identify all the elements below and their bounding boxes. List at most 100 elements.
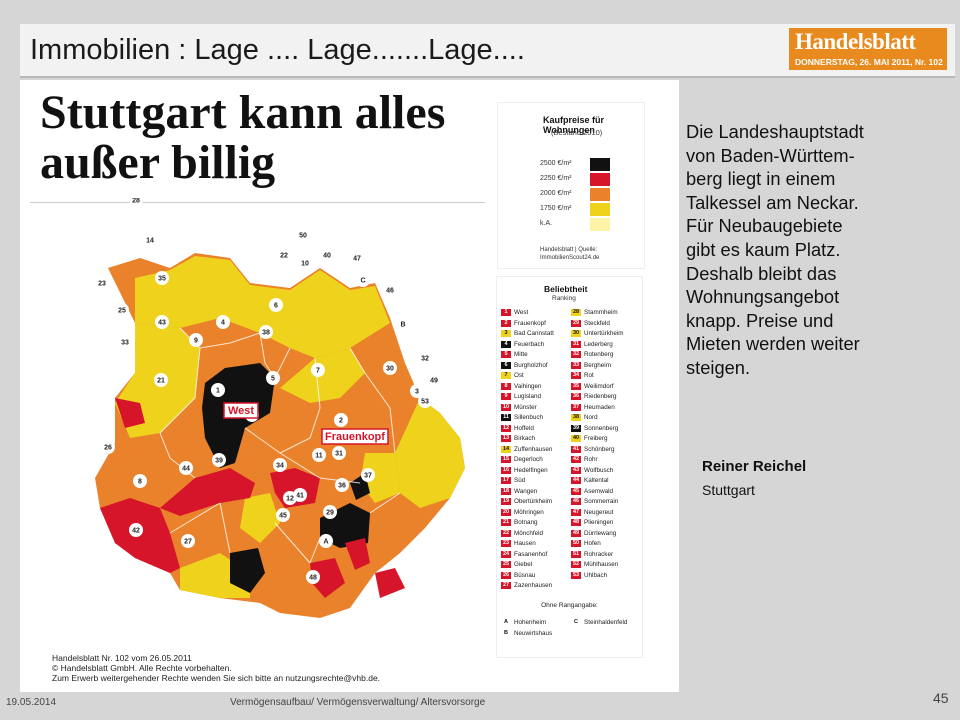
ranking-number: 4 <box>501 340 511 348</box>
ranking-row: 26 Büsnau <box>501 571 535 580</box>
ranking-district: Riedenberg <box>584 393 617 400</box>
ranking-row: 14 Zuffenhausen <box>501 445 552 454</box>
ranking-row: A Hohenheim <box>501 619 546 627</box>
article-image: Stuttgart kann alles außer billig Kaufpr… <box>20 80 679 692</box>
logo-name: Handelsblatt <box>795 29 916 54</box>
legend-level-label: 2000 €/m² <box>540 190 572 197</box>
ranking-district: Kaltental <box>584 477 609 484</box>
ranking-number: 7 <box>501 372 511 379</box>
ranking-district: Feuerbach <box>514 340 545 348</box>
district-number-marker <box>189 333 203 347</box>
ranking-district: Burgholzhof <box>514 361 548 369</box>
ranking-number: 30 <box>571 330 581 337</box>
ranking-row: 33 Bergheim <box>571 361 611 370</box>
district-number: 50 <box>299 233 307 240</box>
district-number: 43 <box>158 320 166 327</box>
district-number: 5 <box>271 376 275 383</box>
ranking-number: 9 <box>501 393 511 400</box>
district-number-marker <box>350 251 364 265</box>
ranking-row: 5 Mitte <box>501 351 528 359</box>
ranking-number: 34 <box>571 372 581 379</box>
district-number-marker <box>216 315 230 329</box>
ranking-district: Plieningen <box>584 519 614 526</box>
ranking-district: Zazenhausen <box>514 582 553 589</box>
ranking-row: 9 Lugisland <box>501 393 541 401</box>
ranking-district: Ost <box>514 372 524 379</box>
district-number: 42 <box>132 528 140 535</box>
ranking-title: Beliebtheit <box>544 284 588 294</box>
ranking-row: 48 Plieningen <box>571 519 613 527</box>
district-area <box>230 548 265 593</box>
district-area <box>115 398 145 428</box>
district-number: A <box>323 539 328 546</box>
district-area <box>270 468 320 508</box>
ranking-district: Heumaden <box>584 403 615 411</box>
ranking-number: 38 <box>571 414 581 421</box>
legend-title: Kaufpreise für Wohnungen <box>543 115 605 135</box>
district-number-marker <box>396 317 410 331</box>
ranking-row: 30 Untertürkheim <box>571 330 624 338</box>
district-number-marker <box>335 478 349 492</box>
ranking-district: Steinhaldenfeld <box>584 619 628 626</box>
ranking-number: 19 <box>501 498 511 505</box>
ranking-number: 21 <box>501 519 511 526</box>
ranking-row: 6 Burgholzhof <box>501 361 548 370</box>
legend-source: Handelsblatt | Quelle: ImmobilienScout24… <box>540 247 600 261</box>
district-number-marker <box>283 491 297 505</box>
ranking-row: 19 Obertürkheim <box>501 498 552 506</box>
ranking-row: 31 Lederberg <box>571 340 613 349</box>
legend-swatch <box>590 218 610 231</box>
ranking-row: 40 Freiberg <box>571 435 607 443</box>
ranking-number: 8 <box>501 382 511 390</box>
ranking-number: 35 <box>571 382 581 390</box>
district-number: 9 <box>194 338 198 345</box>
title-bar: Immobilien : Lage .... Lage.......Lage..… <box>20 24 955 78</box>
ranking-district: Obertürkheim <box>514 498 553 505</box>
district-number: 39 <box>215 458 223 465</box>
district-number-marker <box>418 351 432 365</box>
district-number-marker <box>356 273 370 287</box>
ranking-row: 35 Weilimdorf <box>571 382 614 391</box>
ranking-district: Süd <box>514 477 526 484</box>
ranking-district: Lugisland <box>514 393 541 400</box>
ranking-district: Hoffeld <box>514 424 534 432</box>
district-number: 53 <box>421 399 429 406</box>
ranking-district: Möhringen <box>514 508 544 516</box>
ranking-row: 32 Rotenberg <box>571 351 613 359</box>
ranking-number: 41 <box>571 445 581 453</box>
district-number: 14 <box>146 238 154 245</box>
ranking-number: 14 <box>501 445 511 453</box>
ranking-district: Weilimdorf <box>584 382 614 390</box>
ranking-row: 10 Münster <box>501 403 537 412</box>
district-number-marker <box>276 508 290 522</box>
ranking-district: Neugereut <box>584 508 614 516</box>
district-number-marker <box>418 394 432 408</box>
district-area <box>345 538 370 570</box>
ranking-row: 28 Stammheim <box>571 309 618 317</box>
ranking-row: 17 Süd <box>501 477 525 485</box>
ranking-district: Vaihingen <box>514 382 542 390</box>
ranking-number: 46 <box>571 498 581 505</box>
district-number: C <box>360 278 365 285</box>
district-number: 46 <box>386 288 394 295</box>
ranking-row: 46 Sommerrain <box>571 498 618 506</box>
description-text: Die Landeshauptstadt von Baden-Württem- … <box>686 121 864 378</box>
ranking-district: Hofen <box>584 540 601 547</box>
ranking-row: 2 Frauenkopf <box>501 319 546 328</box>
ranking-number: 29 <box>571 319 581 327</box>
ranking-number: 6 <box>501 361 511 369</box>
callout-west-box <box>223 402 259 419</box>
district-number-marker <box>311 363 325 377</box>
legend-swatch <box>590 203 610 216</box>
ranking-row: 29 Steckfeld <box>571 319 610 328</box>
ranking-district: Rohracker <box>584 550 614 558</box>
ranking-district: Sillenbuch <box>514 414 544 421</box>
ranking-row: 37 Heumaden <box>571 403 615 412</box>
legend-level-label: 2500 €/m² <box>540 160 572 167</box>
district-number: 47 <box>353 256 361 263</box>
ranking-number: 44 <box>571 477 581 484</box>
ranking-district: Fasanenhof <box>514 550 548 558</box>
handelsblatt-logo: Handelsblatt DONNERSTAG, 26. MAI 2011, N… <box>789 28 947 70</box>
ranking-district: Asemwald <box>584 487 614 495</box>
ranking-row: 25 Giebel <box>501 561 532 569</box>
